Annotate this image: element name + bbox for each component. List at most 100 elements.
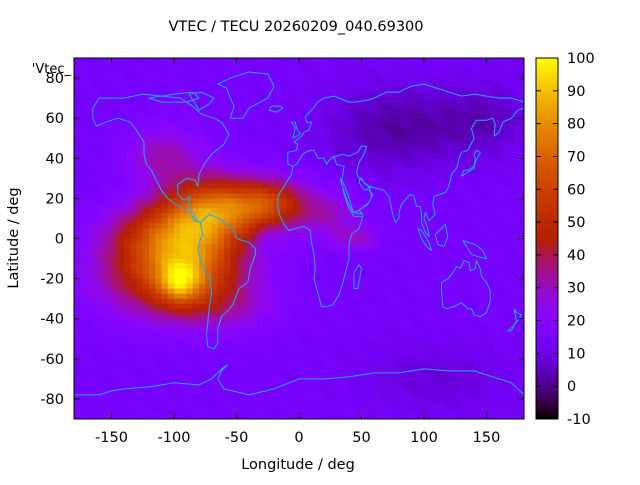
heatmap-cell bbox=[424, 173, 431, 179]
heatmap-cell bbox=[405, 153, 412, 159]
heatmap-cell bbox=[405, 393, 412, 400]
heatmap-cell bbox=[161, 278, 169, 285]
heatmap-cell bbox=[317, 88, 325, 94]
heatmap-cell bbox=[236, 358, 244, 365]
heatmap-cell bbox=[280, 173, 287, 179]
heatmap-cell bbox=[255, 338, 262, 345]
heatmap-cell bbox=[99, 73, 106, 79]
heatmap-cell bbox=[380, 203, 387, 209]
heatmap-cell bbox=[299, 383, 306, 390]
heatmap-cell bbox=[192, 208, 200, 214]
heatmap-cell bbox=[461, 208, 469, 214]
heatmap-cell bbox=[111, 248, 119, 254]
heatmap-cell bbox=[417, 108, 425, 114]
heatmap-cell bbox=[386, 303, 394, 310]
heatmap-cell bbox=[442, 328, 450, 335]
heatmap-cell bbox=[167, 358, 175, 365]
heatmap-cell bbox=[105, 123, 112, 129]
heatmap-cell bbox=[392, 228, 400, 234]
heatmap-cell bbox=[186, 333, 194, 340]
heatmap-cell bbox=[480, 88, 487, 94]
heatmap-cell bbox=[92, 263, 100, 269]
heatmap-cell bbox=[99, 223, 106, 229]
heatmap-cell bbox=[149, 293, 156, 300]
heatmap-cell bbox=[436, 98, 444, 104]
heatmap-cell bbox=[317, 153, 325, 159]
heatmap-cell bbox=[161, 283, 169, 290]
heatmap-cell bbox=[449, 193, 456, 199]
heatmap-cell bbox=[492, 183, 500, 189]
heatmap-cell bbox=[255, 213, 262, 219]
heatmap-cell bbox=[136, 158, 144, 164]
heatmap-cell bbox=[505, 138, 512, 144]
heatmap-cell bbox=[111, 303, 119, 310]
heatmap-cell bbox=[299, 358, 306, 365]
heatmap-cell bbox=[292, 198, 300, 204]
heatmap-cell bbox=[492, 173, 500, 179]
heatmap-cell bbox=[161, 73, 169, 79]
heatmap-cell bbox=[99, 98, 106, 104]
heatmap-cell bbox=[355, 358, 362, 365]
heatmap-cell bbox=[105, 158, 112, 164]
heatmap-cell bbox=[267, 198, 275, 204]
heatmap-cell bbox=[224, 323, 231, 330]
heatmap-cell bbox=[436, 158, 444, 164]
heatmap-cell bbox=[511, 213, 519, 219]
heatmap-cell bbox=[192, 58, 200, 64]
heatmap-cell bbox=[480, 333, 487, 340]
heatmap-cell bbox=[305, 288, 312, 295]
heatmap-cell bbox=[367, 163, 375, 169]
heatmap-cell bbox=[330, 218, 337, 224]
heatmap-cell bbox=[180, 298, 187, 305]
heatmap-cell bbox=[342, 148, 350, 154]
heatmap-cell bbox=[80, 403, 87, 410]
heatmap-cell bbox=[186, 288, 194, 295]
heatmap-cell bbox=[267, 388, 275, 395]
heatmap-cell bbox=[230, 133, 237, 139]
heatmap-cell bbox=[342, 108, 350, 114]
heatmap-cell bbox=[430, 148, 437, 154]
heatmap-cell bbox=[249, 68, 256, 74]
heatmap-cell bbox=[349, 148, 356, 154]
heatmap-cell bbox=[224, 223, 231, 229]
heatmap-cell bbox=[430, 288, 437, 295]
heatmap-cell bbox=[386, 228, 394, 234]
heatmap-cell bbox=[299, 348, 306, 355]
heatmap-cell bbox=[99, 343, 106, 350]
heatmap-cell bbox=[236, 398, 244, 405]
heatmap-cell bbox=[161, 133, 169, 139]
heatmap-cell bbox=[511, 353, 519, 360]
heatmap-cell bbox=[92, 228, 100, 234]
heatmap-cell bbox=[474, 228, 481, 234]
heatmap-cell bbox=[467, 58, 475, 64]
heatmap-cell bbox=[255, 288, 262, 295]
heatmap-cell bbox=[261, 308, 269, 315]
heatmap-cell bbox=[211, 393, 219, 400]
heatmap-cell bbox=[449, 323, 456, 330]
heatmap-cell bbox=[267, 208, 275, 214]
heatmap-cell bbox=[192, 138, 200, 144]
heatmap-cell bbox=[267, 188, 275, 194]
heatmap-cell bbox=[242, 133, 250, 139]
heatmap-cell bbox=[511, 388, 519, 395]
heatmap-cell bbox=[324, 138, 331, 144]
heatmap-cell bbox=[117, 328, 125, 335]
heatmap-cell bbox=[511, 393, 519, 400]
heatmap-cell bbox=[192, 158, 200, 164]
heatmap-cell bbox=[424, 263, 431, 269]
heatmap-cell bbox=[242, 303, 250, 310]
heatmap-cell bbox=[99, 198, 106, 204]
heatmap-cell bbox=[386, 288, 394, 295]
heatmap-cell bbox=[111, 398, 119, 405]
heatmap-cell bbox=[367, 313, 375, 320]
heatmap-cell bbox=[492, 158, 500, 164]
heatmap-cell bbox=[380, 173, 387, 179]
heatmap-cell bbox=[242, 108, 250, 114]
heatmap-cell bbox=[299, 83, 306, 89]
heatmap-cell bbox=[192, 123, 200, 129]
heatmap-cell bbox=[305, 373, 312, 380]
heatmap-cell bbox=[230, 353, 237, 360]
heatmap-cell bbox=[167, 243, 175, 249]
heatmap-cell bbox=[155, 268, 162, 274]
heatmap-cell bbox=[436, 83, 444, 89]
